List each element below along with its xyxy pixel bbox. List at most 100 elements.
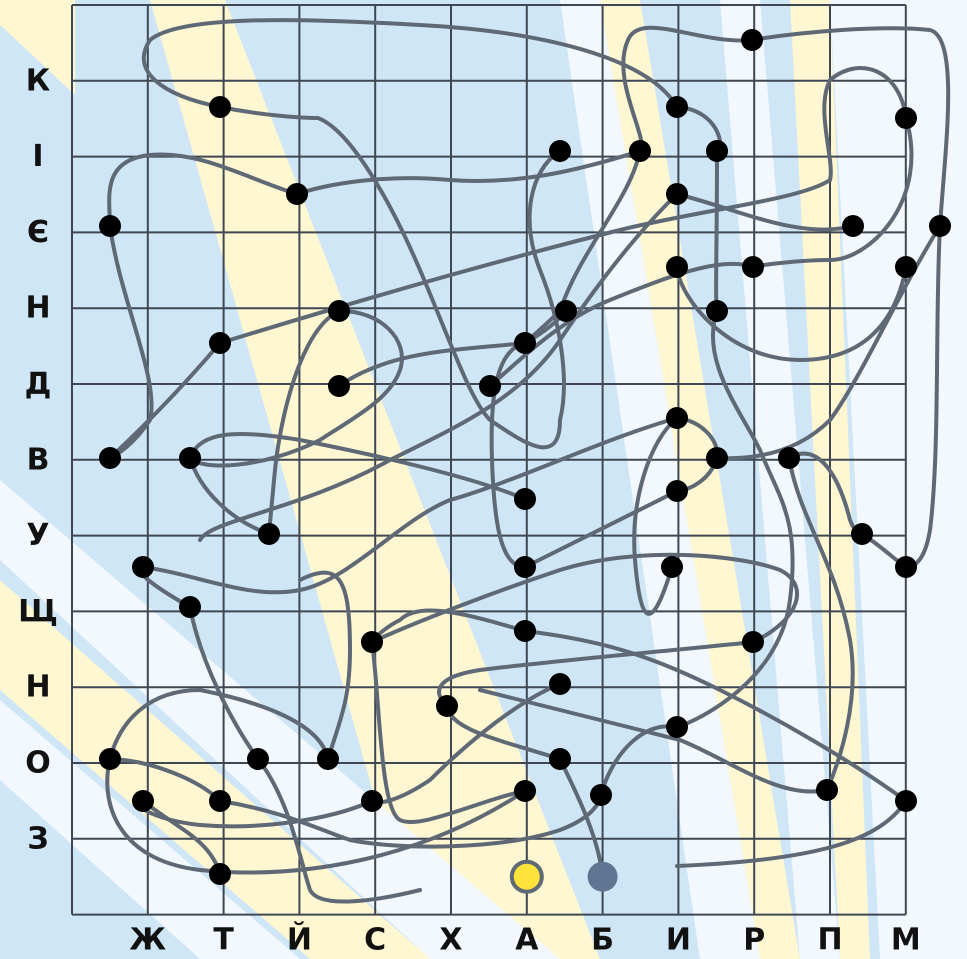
maze-path xyxy=(218,105,562,450)
maze-path xyxy=(370,552,799,644)
maze-dot xyxy=(99,748,121,770)
maze-dot xyxy=(179,447,201,469)
row-label: О xyxy=(25,746,51,781)
ray-yellow-top-left xyxy=(0,0,75,95)
maze-dot xyxy=(286,183,308,205)
row-label: З xyxy=(27,821,48,856)
maze-path xyxy=(142,18,679,109)
maze-path xyxy=(675,105,723,313)
ray-yellow-lower-left xyxy=(0,580,430,959)
dots xyxy=(99,29,951,885)
maze-dot xyxy=(895,556,917,578)
row-label: У xyxy=(26,518,49,553)
column-label: Й xyxy=(287,922,312,958)
maze-dot xyxy=(514,488,536,510)
column-label: С xyxy=(364,923,386,958)
maze-dot xyxy=(549,748,571,770)
maze-dot xyxy=(132,790,154,812)
maze-dot xyxy=(666,480,688,502)
maze-path xyxy=(337,309,568,388)
row-label: І xyxy=(32,139,43,174)
maze-dot xyxy=(778,447,800,469)
maze-dot xyxy=(549,140,571,162)
maze-path xyxy=(141,416,679,595)
maze-dot xyxy=(209,790,231,812)
maze-dot xyxy=(361,790,383,812)
maze-dot xyxy=(209,332,231,354)
maze-dot xyxy=(328,300,350,322)
maze-dot xyxy=(514,620,536,642)
maze-dot xyxy=(317,748,339,770)
maze-path xyxy=(523,489,679,569)
row-label: Н xyxy=(25,670,50,705)
maze-dot xyxy=(666,183,688,205)
column-label: Р xyxy=(743,923,765,958)
maze-dot xyxy=(895,107,917,129)
maze-dot xyxy=(590,784,612,806)
start-marker xyxy=(509,859,544,894)
end-marker xyxy=(587,861,618,892)
maze-path xyxy=(675,799,908,868)
maze-dot xyxy=(247,748,269,770)
maze-path xyxy=(298,570,353,761)
maze-path xyxy=(715,224,942,461)
maze-path xyxy=(478,688,829,794)
maze-dot xyxy=(666,256,688,278)
maze-dot xyxy=(209,863,231,885)
column-label: А xyxy=(515,923,539,958)
maze-path xyxy=(256,757,422,904)
maze-dot xyxy=(661,556,683,578)
maze-path xyxy=(267,309,341,536)
maze-dot xyxy=(555,300,577,322)
maze-path xyxy=(108,224,154,460)
maze-dot xyxy=(666,716,688,738)
maze-dot xyxy=(514,332,536,354)
maze-dot xyxy=(929,215,951,237)
column-label: М xyxy=(891,923,921,958)
maze-path xyxy=(632,416,679,616)
maze-path xyxy=(787,456,855,792)
maze-path xyxy=(188,605,260,761)
maze-path xyxy=(198,192,679,542)
labels: К І Є Н Д В У Щ Н О З Ж Т Й С Х А Б И Р П М xyxy=(18,63,921,957)
column-label: Х xyxy=(439,923,462,958)
maze-dot xyxy=(514,556,536,578)
row-label: Н xyxy=(25,291,50,326)
maze-dot xyxy=(895,256,917,278)
maze-path xyxy=(621,25,754,153)
maze-dot xyxy=(629,140,651,162)
column-label: Ж xyxy=(129,923,166,958)
maze-dot xyxy=(209,96,231,118)
maze-path xyxy=(599,724,679,797)
column-label: Т xyxy=(213,923,234,958)
maze-path xyxy=(188,308,404,468)
row-label: К xyxy=(26,63,51,98)
maze-dot xyxy=(741,29,763,51)
maze-dot xyxy=(666,407,688,429)
maze-dot xyxy=(742,631,764,653)
maze-dot xyxy=(514,780,536,802)
column-label: Б xyxy=(591,923,614,958)
maze-dot xyxy=(742,256,764,278)
maze-path xyxy=(675,192,855,232)
maze-path xyxy=(488,261,755,388)
maze-path xyxy=(188,432,527,501)
row-label: Є xyxy=(27,215,49,250)
maze-dot xyxy=(549,673,571,695)
maze-dot xyxy=(816,779,838,801)
maze-path xyxy=(675,309,795,729)
row-label: Щ xyxy=(18,594,58,629)
ray-white-center xyxy=(560,0,760,959)
markers xyxy=(509,859,618,894)
maze-dot xyxy=(132,556,154,578)
maze-path xyxy=(108,687,330,761)
maze-dot xyxy=(99,215,121,237)
maze-dot xyxy=(436,695,458,717)
maze-path xyxy=(108,341,222,460)
maze-dot xyxy=(851,523,873,545)
maze-dot xyxy=(666,96,688,118)
maze-dot xyxy=(842,215,864,237)
column-label: И xyxy=(666,923,691,958)
maze-path xyxy=(218,793,603,849)
